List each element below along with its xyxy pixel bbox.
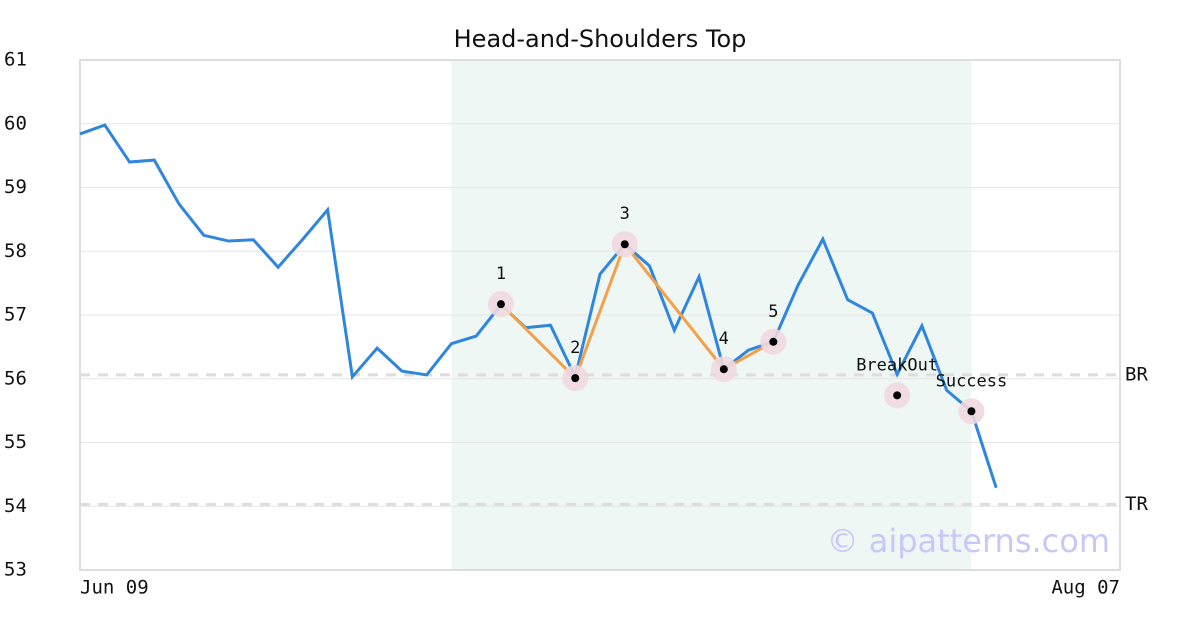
x-tick-label: Jun 09 [80,577,149,599]
x-tick-label: Aug 07 [1051,577,1120,599]
y-tick-label: 57 [4,304,27,326]
y-tick-label: 60 [4,112,27,134]
point-label: 5 [768,302,778,322]
point-label: 2 [570,338,580,358]
point-marker [496,300,505,309]
chart-title: Head-and-Shoulders Top [454,25,747,53]
price-line [79,123,998,489]
point-label: BreakOut [856,355,938,375]
y-tick-label: 61 [4,49,27,71]
point-label: 4 [719,329,729,349]
point-label: Success [936,371,1008,391]
y-tick-label: 59 [4,176,27,198]
point-marker [967,407,976,416]
reference-label: BR [1125,363,1148,385]
watermark: © aipatterns.com [827,522,1110,560]
y-tick-label: 55 [4,431,27,453]
y-tick-label: 53 [4,559,27,581]
plot-border [79,59,1121,571]
y-tick-label: 54 [4,495,27,517]
point-marker [571,374,580,383]
point-marker [719,365,728,374]
point-marker [769,337,778,346]
point-marker [893,391,902,400]
point-label: 1 [496,264,506,284]
point-marker [620,240,629,249]
reference-label: TR [1125,493,1148,515]
y-tick-label: 56 [4,367,27,389]
point-label: 3 [620,204,630,224]
y-tick-label: 58 [4,240,27,262]
